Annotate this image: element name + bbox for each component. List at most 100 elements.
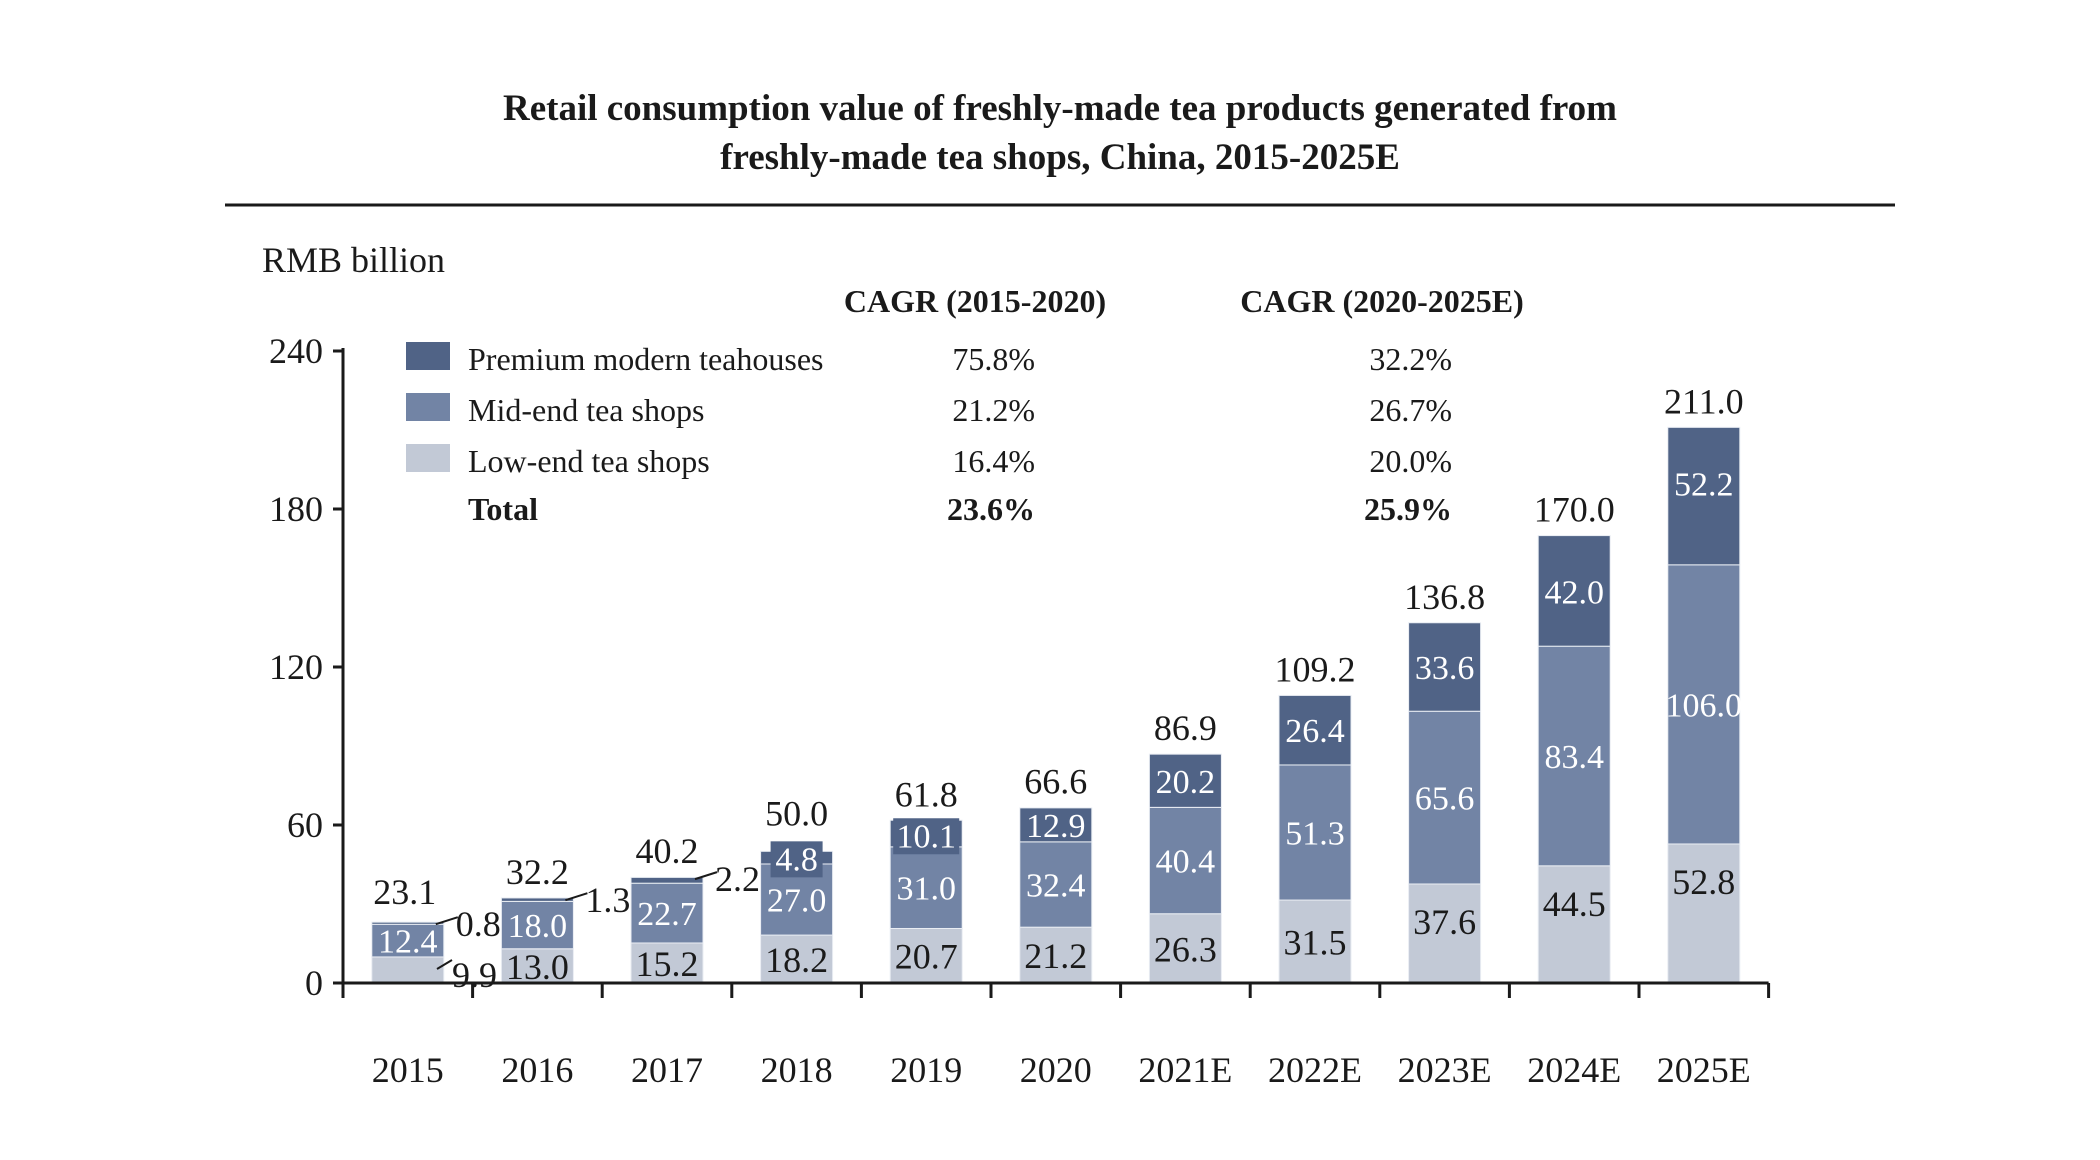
legend-label-premium: Premium modern teahouses: [468, 341, 823, 377]
segment-label-premium-2020: 12.9: [1026, 808, 1086, 845]
segment-label-premium-2022e: 26.4: [1285, 713, 1345, 750]
bar-segment-low-end-tea-shops-2018: [760, 934, 834, 984]
segment-label-mid-end-2025e: 106.0: [1666, 687, 1743, 724]
segment-label-mid-end-2018: 27.0: [767, 883, 827, 920]
y-tick-label: 0: [305, 963, 323, 1003]
legend-swatch-mid-end: [406, 393, 450, 421]
total-label-2022e: 109.2: [1275, 649, 1356, 689]
legend-swatch-low-end: [406, 444, 450, 472]
legend-swatch-premium: [406, 342, 450, 370]
bar-segment-mid-end-tea-shops-2015: [371, 923, 445, 958]
total-label-2020: 66.6: [1024, 762, 1087, 802]
bar-segment-premium-modern-teahouses-2025e: [1667, 426, 1741, 566]
bar-segment-low-end-tea-shops-2015: [371, 956, 445, 984]
callout-leader-low-end-2015: [436, 959, 453, 970]
segment-label-low-end-2023e: 37.6: [1413, 902, 1476, 942]
cagr-low-end-2015-2020: 16.4%: [952, 443, 1035, 479]
bar-segment-low-end-tea-shops-2022e: [1278, 899, 1352, 984]
bar-segment-premium-modern-teahouses-2024e: [1537, 535, 1611, 647]
segment-label-premium-2021e: 20.2: [1156, 764, 1216, 801]
bar-segment-premium-modern-teahouses-2021e: [1148, 753, 1222, 808]
segment-label-low-end-2017: 15.2: [636, 944, 699, 984]
bars-group: [371, 426, 1741, 984]
bar-segment-premium-modern-teahouses-2022e: [1278, 694, 1352, 766]
bar-segment-low-end-tea-shops-2017: [630, 942, 704, 984]
callout-leader-premium-2015: [435, 916, 459, 926]
segment-label-premium-2017: 2.2: [715, 859, 760, 899]
segment-label-low-end-2024e: 44.5: [1543, 884, 1606, 924]
y-tick-label: 60: [287, 805, 323, 845]
segment-label-mid-end-2015: 12.4: [378, 924, 438, 961]
x-tick-label-2024e: 2024E: [1527, 1050, 1621, 1090]
total-label-2025e: 211.0: [1664, 381, 1744, 421]
segment-label-premium-2023e: 33.6: [1415, 650, 1475, 687]
legend: Premium modern teahouses 75.8% 32.2% Mid…: [406, 341, 1452, 527]
bar-segment-low-end-tea-shops-2019: [889, 927, 963, 984]
legend-label-low-end: Low-end tea shops: [468, 443, 710, 479]
bar-segment-mid-end-tea-shops-2025e: [1667, 564, 1741, 845]
bar-segment-mid-end-tea-shops-2021e: [1148, 806, 1222, 915]
segment-label-premium-2018: 4.8: [775, 841, 818, 878]
bar-segment-low-end-tea-shops-2025e: [1667, 843, 1741, 984]
cagr-low-end-2020-2025e: 20.0%: [1369, 443, 1452, 479]
segment-label-mid-end-2023e: 65.6: [1415, 781, 1475, 818]
total-label-2023e: 136.8: [1404, 577, 1485, 617]
bar-segment-premium-modern-teahouses-2016: [500, 897, 574, 902]
callout-leader-premium-2017: [694, 871, 718, 881]
segment-label-mid-end-2019: 31.0: [896, 871, 956, 908]
cagr-mid-end-2020-2025e: 26.7%: [1369, 392, 1452, 428]
segment-label-low-end-2015: 9.9: [452, 955, 497, 995]
bar-segment-mid-end-tea-shops-2024e: [1537, 645, 1611, 867]
cagr-header-2015-2020: CAGR (2015-2020): [844, 283, 1106, 319]
segment-label-premium-2019: 10.1: [896, 818, 956, 855]
segment-label-mid-end-2021e: 40.4: [1156, 844, 1216, 881]
x-tick-label-2016: 2016: [501, 1050, 573, 1090]
bar-segment-low-end-tea-shops-2016: [500, 948, 574, 984]
x-tick-label-2020: 2020: [1020, 1050, 1092, 1090]
segment-label-low-end-2025e: 52.8: [1672, 862, 1735, 902]
segment-label-low-end-2016: 13.0: [506, 947, 569, 987]
total-label-2017: 40.2: [636, 831, 699, 871]
y-tick-label: 180: [269, 489, 323, 529]
x-tick-label-2023e: 2023E: [1398, 1050, 1492, 1090]
total-label-2024e: 170.0: [1534, 489, 1615, 529]
cagr-mid-end-2015-2020: 21.2%: [952, 392, 1035, 428]
cagr-premium-2020-2025e: 32.2%: [1369, 341, 1452, 377]
segment-label-low-end-2022e: 31.5: [1284, 923, 1347, 963]
segment-label-premium-2025e: 52.2: [1674, 466, 1734, 503]
bar-segment-mid-end-tea-shops-2022e: [1278, 764, 1352, 901]
bar-segment-premium-modern-teahouses-2015: [371, 921, 445, 925]
x-tick-label-2019: 2019: [890, 1050, 962, 1090]
total-label-2021e: 86.9: [1154, 708, 1217, 748]
segment-label-low-end-2020: 21.2: [1024, 936, 1087, 976]
bar-segment-premium-modern-teahouses-2017: [630, 876, 704, 884]
y-tick-label: 120: [269, 647, 323, 687]
segment-label-mid-end-2024e: 83.4: [1544, 739, 1604, 776]
segment-label-bg-premium-2019: [893, 818, 960, 855]
bar-segment-low-end-tea-shops-2023e: [1408, 883, 1482, 984]
segment-label-low-end-2021e: 26.3: [1154, 929, 1217, 969]
bar-segment-mid-end-tea-shops-2017: [630, 882, 704, 944]
x-tick-label-2018: 2018: [761, 1050, 833, 1090]
bar-segment-mid-end-tea-shops-2016: [500, 900, 574, 950]
cagr-header-2020-2025e: CAGR (2020-2025E): [1240, 283, 1524, 319]
axes-group: 0 60 120 180 240 2015 2016 2017 2018 2019 2020 2021…: [269, 331, 1771, 1090]
bar-segment-low-end-tea-shops-2020: [1019, 926, 1093, 984]
y-tick-label: 240: [269, 331, 323, 371]
segment-label-mid-end-2016: 18.0: [508, 908, 568, 945]
total-label-2019: 61.8: [895, 774, 958, 814]
labels-group: 9.9 12.4 0.8 23.1 13.018.0 1.3 32.2 15.2 22.7 2.2…: [373, 381, 1743, 995]
segment-label-premium-2024e: 42.0: [1544, 574, 1604, 611]
total-label-2015: 23.1: [373, 872, 436, 912]
total-label-2018: 50.0: [765, 793, 828, 833]
segment-label-low-end-2018: 18.2: [765, 940, 828, 980]
bar-segment-mid-end-tea-shops-2019: [889, 846, 963, 929]
cagr-premium-2015-2020: 75.8%: [952, 341, 1035, 377]
segment-label-mid-end-2020: 32.4: [1026, 868, 1086, 905]
cagr-total-2020-2025e: 25.9%: [1364, 491, 1452, 527]
callout-leader-premium-2016: [565, 892, 588, 902]
x-tick-label-2025e: 2025E: [1657, 1050, 1751, 1090]
bar-segment-low-end-tea-shops-2024e: [1537, 865, 1611, 984]
y-axis-unit-label: RMB billion: [262, 240, 445, 280]
